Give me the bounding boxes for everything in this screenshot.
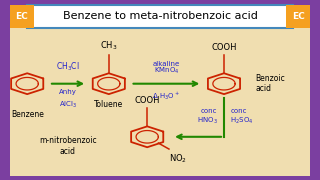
- Text: COOH: COOH: [211, 43, 237, 52]
- Text: Toluene: Toluene: [94, 100, 124, 109]
- Text: conc
HNO$_3$: conc HNO$_3$: [197, 109, 218, 126]
- Text: Benzene to meta-nitrobenzoic acid: Benzene to meta-nitrobenzoic acid: [63, 11, 257, 21]
- Text: NO$_2$: NO$_2$: [169, 153, 187, 165]
- Text: Δ H$_3$O$^+$: Δ H$_3$O$^+$: [152, 91, 180, 102]
- Text: KMnO$_4$: KMnO$_4$: [154, 66, 179, 76]
- Text: alkaline: alkaline: [153, 62, 180, 68]
- Text: Benzene: Benzene: [11, 110, 44, 119]
- Text: CH$_3$Cl: CH$_3$Cl: [56, 60, 80, 73]
- Text: EC: EC: [15, 12, 28, 21]
- Text: Benzoic
acid: Benzoic acid: [255, 74, 285, 93]
- FancyBboxPatch shape: [27, 5, 293, 28]
- Text: COOH: COOH: [134, 96, 160, 105]
- Text: m-nitrobenzoic
acid: m-nitrobenzoic acid: [39, 136, 97, 156]
- Text: CH$_3$: CH$_3$: [100, 39, 117, 52]
- Text: EC: EC: [292, 12, 305, 21]
- FancyBboxPatch shape: [10, 5, 310, 176]
- Text: conc
H$_2$SO$_4$: conc H$_2$SO$_4$: [230, 109, 254, 126]
- Text: AlCl$_3$: AlCl$_3$: [59, 100, 77, 110]
- FancyBboxPatch shape: [286, 5, 310, 28]
- Text: Anhy: Anhy: [59, 89, 77, 95]
- FancyBboxPatch shape: [10, 5, 34, 28]
